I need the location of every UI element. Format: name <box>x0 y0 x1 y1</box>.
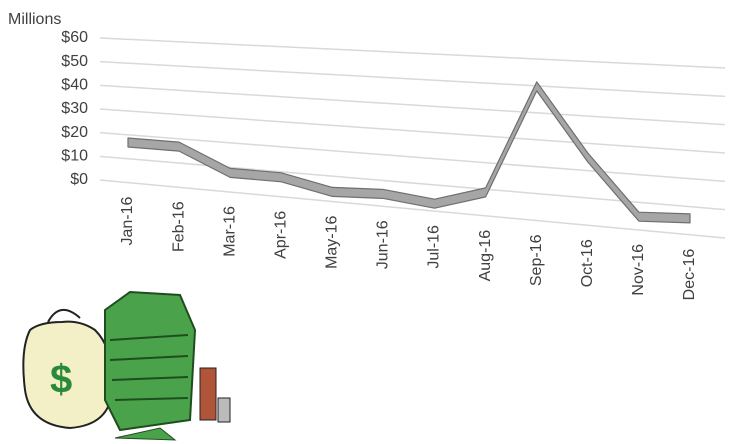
y-tick-label: $50 <box>61 53 88 70</box>
x-tick-label: Jan-16 <box>119 196 136 245</box>
y-tick-label: $30 <box>61 100 88 117</box>
grid-line <box>99 108 726 154</box>
grid-line <box>99 84 726 126</box>
x-tick-label: Sep-16 <box>528 234 545 286</box>
x-tick-label: Jul-16 <box>426 225 443 269</box>
x-tick-label: Nov-16 <box>630 244 647 296</box>
x-tick-label: Dec-16 <box>681 249 698 301</box>
x-tick-label: Jun-16 <box>375 220 392 269</box>
line-ribbon <box>127 81 691 224</box>
x-tick-label: Aug-16 <box>477 230 494 282</box>
y-tick-label: $60 <box>61 29 88 46</box>
x-tick-label: May-16 <box>324 215 341 268</box>
svg-text:$: $ <box>50 358 72 402</box>
y-tick-label: $0 <box>70 171 88 188</box>
y-axis-label: Millions <box>8 11 61 28</box>
y-tick-label: $40 <box>61 77 88 94</box>
y-tick-label: $10 <box>61 148 88 165</box>
money-clipart: $ <box>22 290 231 441</box>
y-tick-label: $20 <box>61 124 88 141</box>
grid-line <box>99 37 726 69</box>
grid-line <box>99 131 726 183</box>
x-tick-label: Mar-16 <box>221 206 238 257</box>
x-tick-label: Apr-16 <box>272 211 289 259</box>
grid-line <box>99 179 726 239</box>
x-tick-label: Feb-16 <box>170 201 187 252</box>
x-tick-label: Oct-16 <box>579 239 596 287</box>
grid-line <box>99 60 726 98</box>
